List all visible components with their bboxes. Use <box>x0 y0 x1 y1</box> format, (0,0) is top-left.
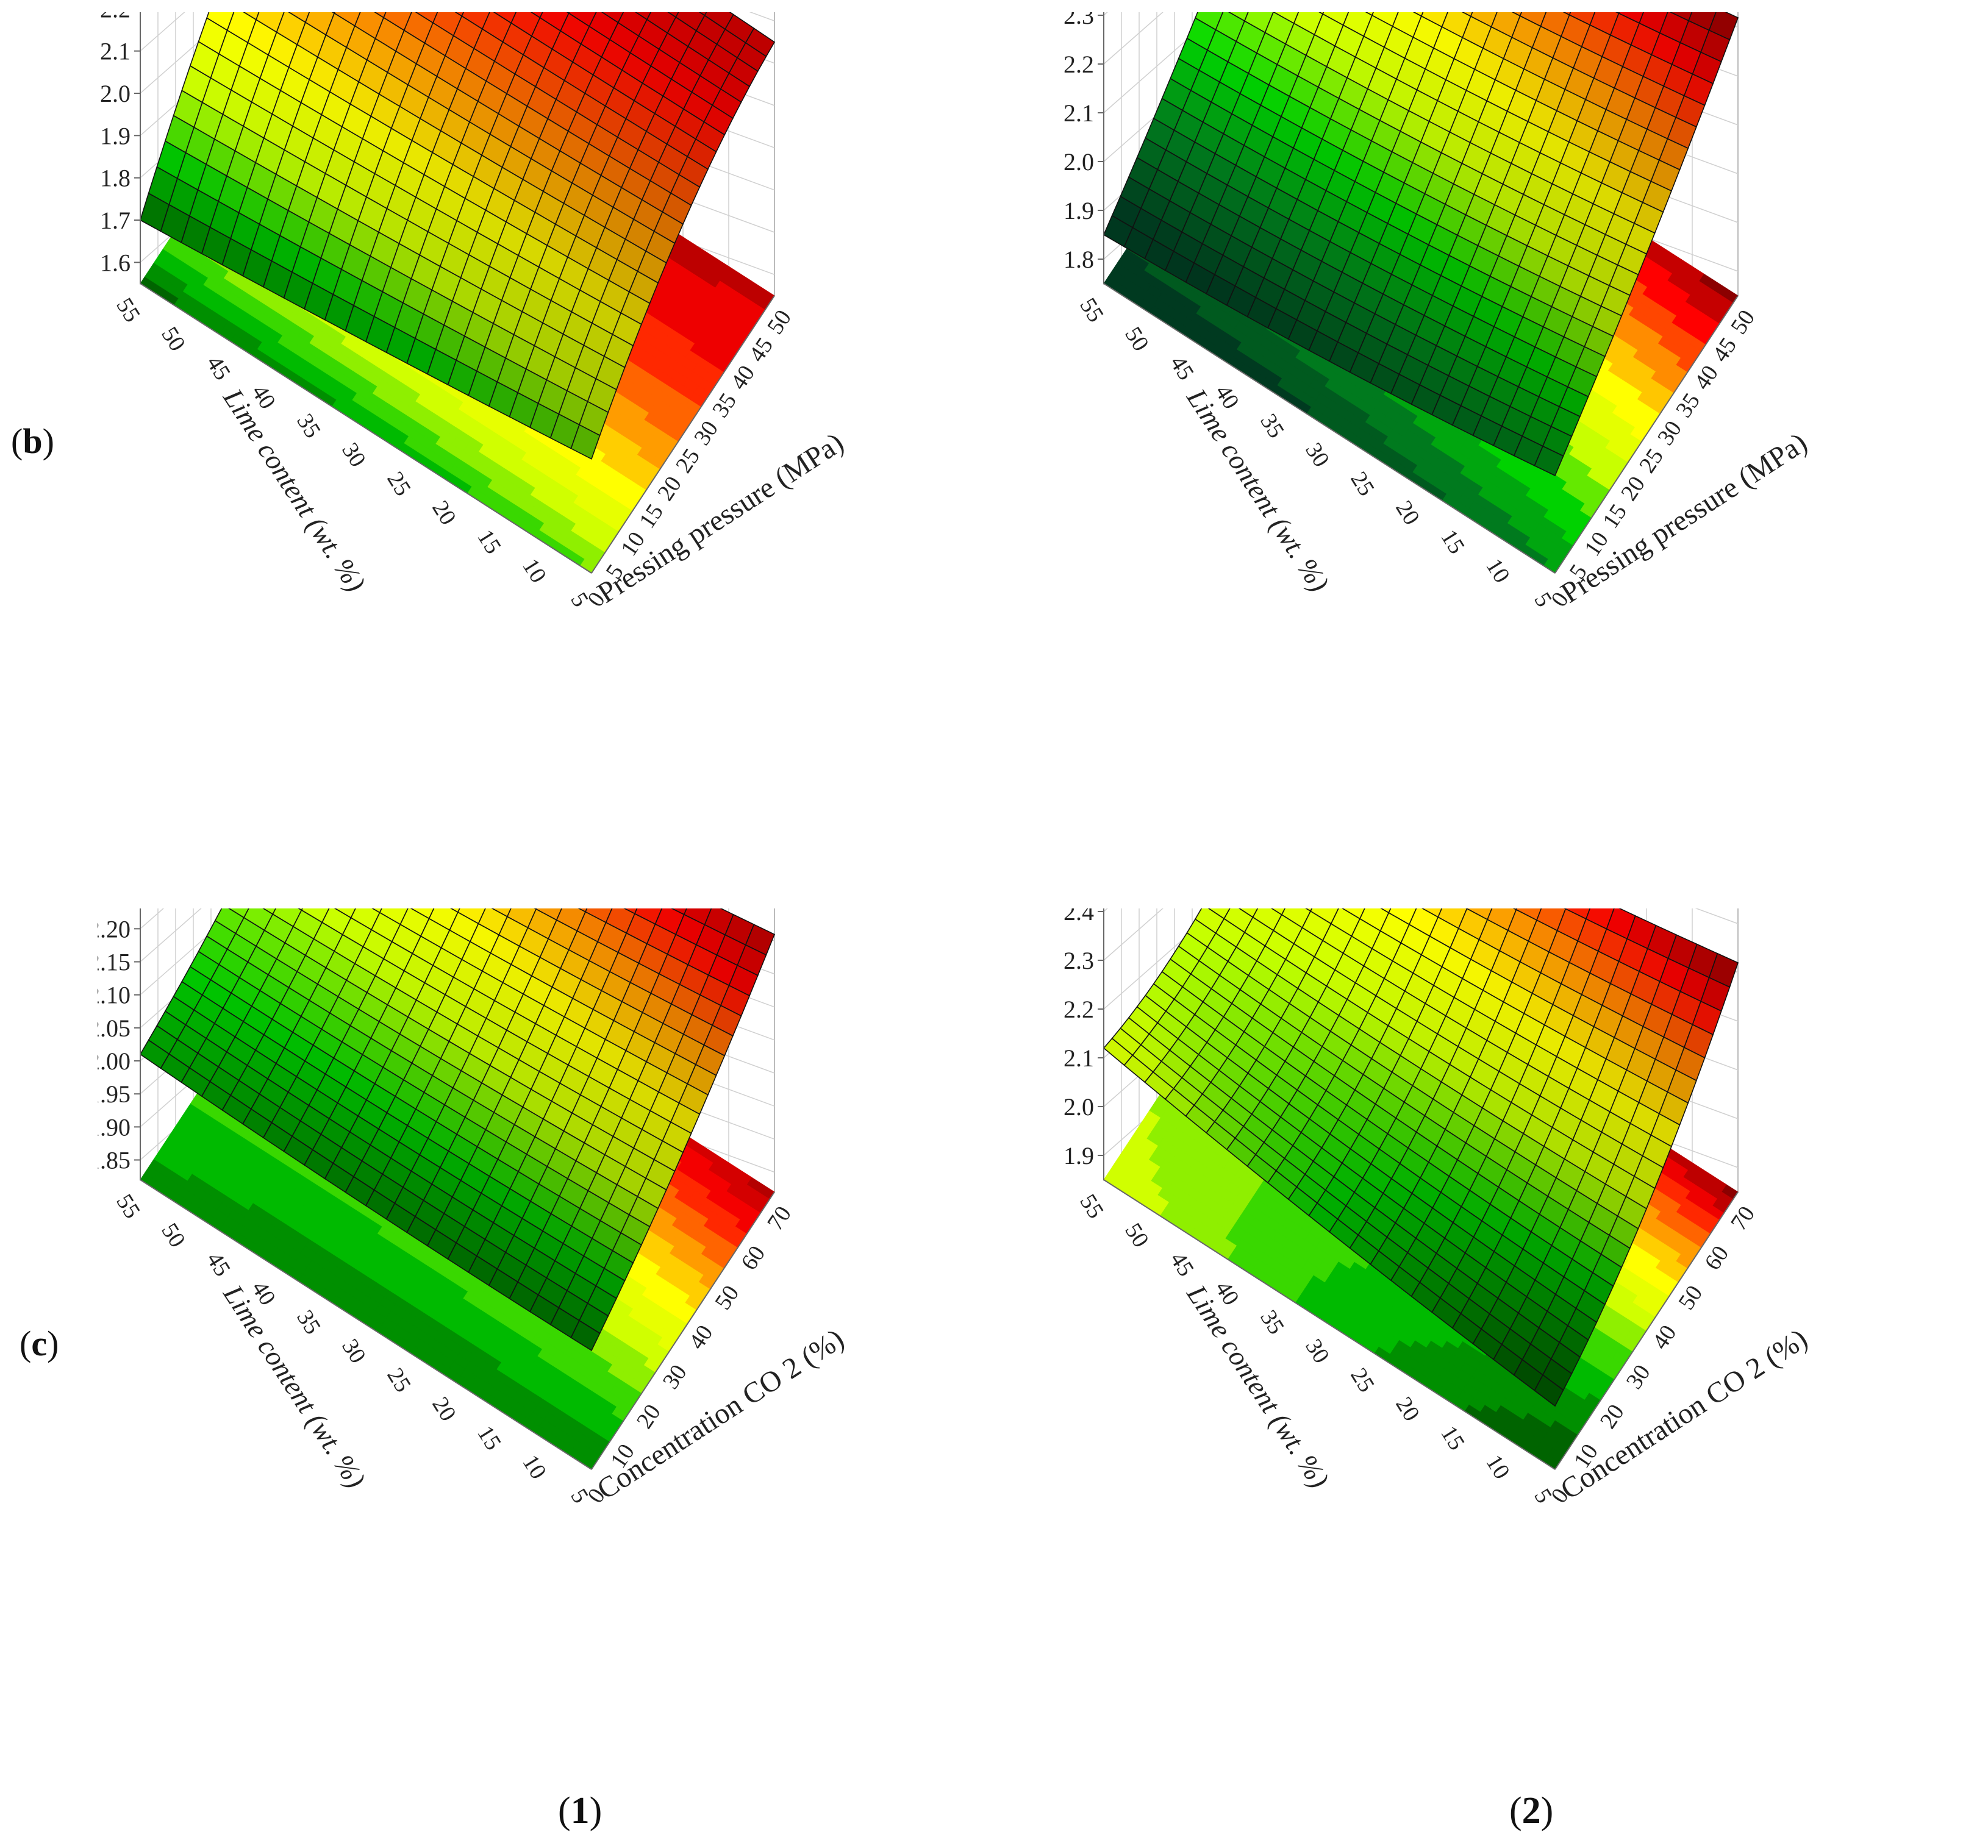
z-tick-label: 2.2 <box>1064 51 1094 78</box>
x-tick-label: 15 <box>1436 525 1470 558</box>
col-label-1: (1) <box>558 1790 602 1832</box>
x-tick-label: 10 <box>517 554 551 587</box>
surface-cell <box>570 424 601 460</box>
row-label-b: (b) <box>11 421 54 461</box>
z-tick-label: 2.2 <box>100 12 131 23</box>
y-tick-label: 20 <box>653 472 687 505</box>
y-tick-label: 25 <box>671 444 705 477</box>
y-tick-label: 15 <box>634 499 668 533</box>
z-tick-label: 1.6 <box>100 249 131 276</box>
chart-b1: 1.61.71.81.92.02.12.22.3Average density … <box>100 12 849 612</box>
x-axis-line <box>1103 283 1556 574</box>
y-tick-label: 20 <box>1616 472 1650 505</box>
x-tick-label: 50 <box>156 323 190 355</box>
x-tick-label: 45 <box>201 351 235 384</box>
x-axis-line <box>140 283 592 574</box>
x-tick-label: 15 <box>472 525 506 558</box>
z-tick-label: 2.1 <box>1064 99 1094 127</box>
y-tick-label: 45 <box>1707 333 1742 366</box>
x-tick-label: 30 <box>337 438 371 471</box>
y-tick-label: 30 <box>689 416 723 450</box>
y-tick-label: 30 <box>1653 416 1687 450</box>
x-tick-label: 10 <box>1481 554 1515 587</box>
x-tick-label: 50 <box>1120 323 1154 355</box>
z-tick-label: 1.8 <box>1064 246 1094 273</box>
x-tick-label: 55 <box>111 293 145 326</box>
y-axis-line <box>591 295 775 574</box>
chart-c1: 1.851.901.952.002.052.102.152.202.252.30… <box>98 908 849 1508</box>
z-tick-label: 2.0 <box>1064 148 1094 176</box>
x-tick-label: 20 <box>427 496 461 529</box>
y-tick-label: 35 <box>707 388 742 422</box>
z-tick-label: 2.1 <box>100 38 131 65</box>
z-tick-label: 1.9 <box>100 122 131 149</box>
z-tick-label: 2.0 <box>100 80 131 107</box>
y-tick-label: 25 <box>1634 444 1668 477</box>
y-tick-label: 35 <box>1671 388 1705 422</box>
x-tick-label: 20 <box>1390 496 1425 529</box>
x-tick-label: 30 <box>1300 438 1334 471</box>
surface-cell <box>1534 445 1564 477</box>
x-tick-label: 35 <box>1255 409 1289 442</box>
y-tick-label: 40 <box>1689 361 1723 394</box>
col-label-2: (2) <box>1509 1790 1554 1832</box>
surface-mesh <box>140 12 776 460</box>
z-tick-label: 1.7 <box>100 207 131 234</box>
y-axis-line <box>1554 295 1739 574</box>
x-tick-label: 25 <box>1345 467 1379 500</box>
surface-mesh <box>1103 12 1739 477</box>
z-tick-label: 1.8 <box>100 165 131 192</box>
y-tick-label: 50 <box>762 305 796 339</box>
y-tick-label: 40 <box>726 361 760 394</box>
x-tick-label: 25 <box>382 467 416 500</box>
y-tick-label: 50 <box>1726 305 1760 339</box>
x-tick-label: 55 <box>1074 293 1109 326</box>
z-tick-label: 2.3 <box>1064 12 1094 29</box>
y-tick-label: 45 <box>744 333 778 366</box>
y-tick-label: 15 <box>1598 499 1632 533</box>
chart-b2: 1.81.92.02.12.22.32.4Average density (g·… <box>1064 12 1813 612</box>
z-tick-label: 1.9 <box>1064 197 1094 224</box>
x-tick-label: 35 <box>291 409 326 442</box>
row-label-c: (c) <box>20 1324 59 1363</box>
x-tick-label: 45 <box>1165 351 1199 384</box>
